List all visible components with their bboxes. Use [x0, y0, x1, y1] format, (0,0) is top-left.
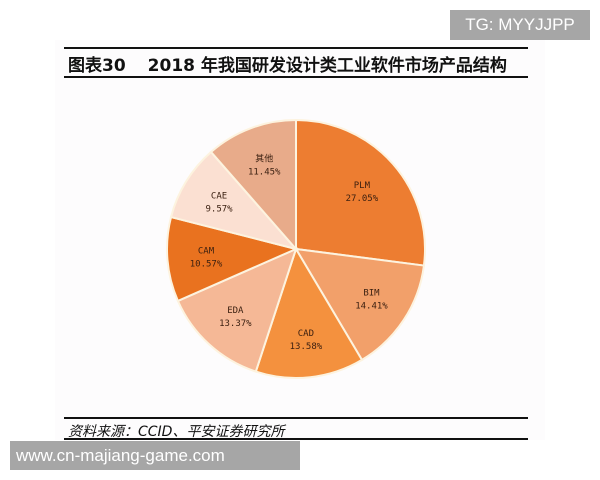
slice-label: CAM 10.57%: [190, 246, 223, 269]
pie-slice-EDA: [176, 247, 298, 373]
slice-category: CAE: [211, 192, 227, 202]
figure-title-text: 2018 年我国研发设计类工业软件市场产品结构: [147, 56, 507, 76]
pie-slice-CAE: [169, 150, 299, 251]
title-top-rule: [64, 47, 528, 49]
slice-category: EDA: [227, 306, 244, 316]
pie-slice-CAM: [166, 215, 300, 303]
source-note: 资料来源：CCID、平安证券研究所: [68, 424, 285, 440]
figure-number: 图表30: [68, 56, 126, 76]
slice-percent: 13.58%: [290, 342, 323, 352]
pie-slice-其他: [209, 118, 297, 252]
slice-percent: 13.37%: [219, 319, 252, 329]
slice-label: EDA 13.37%: [219, 306, 252, 329]
slice-percent: 14.41%: [355, 302, 388, 312]
slice-label: 其他 11.45%: [248, 152, 281, 177]
pie-slice-BIM: [294, 247, 426, 362]
slice-category: CAD: [298, 329, 314, 339]
slice-percent: 27.05%: [346, 194, 379, 204]
title-bottom-rule: [64, 76, 528, 78]
watermark-bottom: www.cn-majiang-game.com: [10, 441, 300, 470]
slice-percent: 11.45%: [248, 167, 281, 177]
slice-label: BIM 14.41%: [355, 289, 388, 312]
slice-category: CAM: [198, 246, 215, 256]
slice-category: PLM: [354, 181, 371, 191]
slice-label: CAE 9.57%: [206, 192, 234, 215]
figure-title: 图表30 2018 年我国研发设计类工业软件市场产品结构: [68, 51, 507, 76]
source-top-rule: [64, 417, 528, 419]
slice-label: CAD 13.58%: [290, 329, 323, 352]
slice-percent: 9.57%: [206, 205, 234, 215]
pie-slice-CAD: [254, 246, 364, 379]
pie-slice-PLM: [295, 118, 426, 267]
slice-category: BIM: [363, 289, 380, 299]
slice-percent: 10.57%: [190, 259, 223, 269]
slice-label: PLM 27.05%: [346, 181, 379, 204]
source-bottom-rule: [64, 438, 528, 440]
slice-category: 其他: [255, 152, 273, 164]
watermark-top: TG: MYYJJPP: [450, 10, 590, 40]
